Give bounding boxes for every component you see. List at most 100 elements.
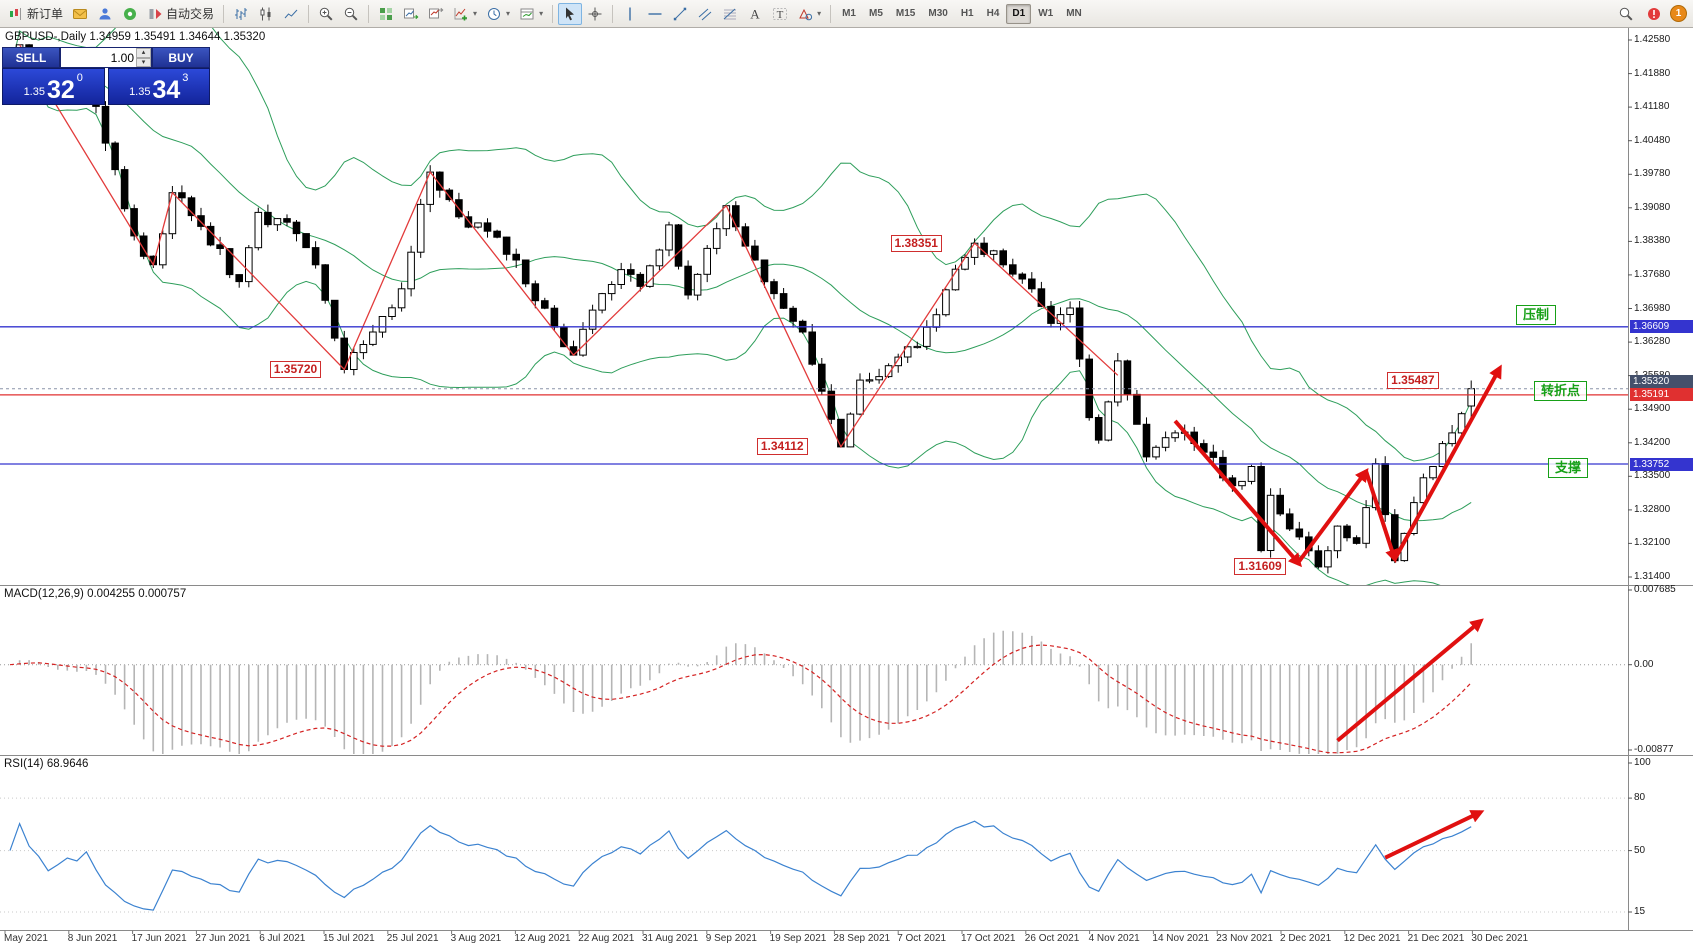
profile-button[interactable]: [93, 3, 117, 25]
mail-button[interactable]: [68, 3, 92, 25]
autotrade-icon: [149, 8, 162, 19]
mail-icon: [72, 6, 88, 22]
timeframe-M1-button[interactable]: M1: [836, 4, 862, 24]
timeframe-M5-button[interactable]: M5: [863, 4, 889, 24]
svg-text:A: A: [750, 6, 760, 21]
toolbar-separator: [368, 4, 370, 23]
timeframe-MN-button[interactable]: MN: [1060, 4, 1088, 24]
auto-scroll-icon: [403, 6, 419, 22]
vertical-line-tool-button[interactable]: [618, 3, 642, 25]
line-chart-mode-button[interactable]: [279, 3, 303, 25]
sell-price-button[interactable]: 1.35 32 0: [2, 68, 105, 105]
timeframe-H4-button[interactable]: H4: [981, 4, 1006, 24]
timeframe-H1-button[interactable]: H1: [955, 4, 980, 24]
lot-size-stepper: ▴ ▾: [60, 47, 152, 68]
zoom-in-button[interactable]: [314, 3, 338, 25]
svg-text:T: T: [777, 9, 784, 21]
line-chart-icon: [283, 6, 299, 22]
autotrade-label: 自动交易: [166, 7, 215, 21]
notification-badge[interactable]: 1: [1670, 5, 1687, 22]
sell-price-point: 0: [76, 72, 83, 84]
timeframe-M15-button[interactable]: M15: [890, 4, 921, 24]
cursor-tool-button[interactable]: [558, 2, 583, 25]
indicators-button[interactable]: ▾: [449, 3, 481, 25]
buy-button[interactable]: BUY: [152, 47, 210, 68]
crosshair-icon: [588, 7, 602, 20]
buy-price-pips: 34: [152, 76, 181, 104]
channel-icon: [697, 6, 713, 22]
shapes-tool-button[interactable]: ▾: [793, 3, 825, 25]
label-tool-button[interactable]: T: [768, 3, 792, 25]
community-icon: [124, 7, 137, 20]
new-order-icon: [10, 6, 24, 22]
chart-shift-button[interactable]: [424, 3, 448, 25]
toolbar-separator: [612, 4, 614, 23]
fibonacci-tool-button[interactable]: [718, 3, 742, 25]
ohlc-header: GBPUSD-,Daily 1.34959 1.35491 1.34644 1.…: [5, 31, 266, 43]
autotrade-button[interactable]: 自动交易: [143, 3, 218, 25]
channel-tool-button[interactable]: [693, 3, 717, 25]
lot-increase-button[interactable]: ▴: [136, 48, 151, 58]
zoom-in-icon: [318, 6, 334, 22]
toolbar-right-group: 1: [1614, 3, 1689, 25]
chart-shift-icon: [428, 6, 444, 22]
buy-price-point: 3: [182, 72, 189, 84]
zoom-out-icon: [343, 6, 359, 22]
timeframe-group: M1 M5 M15 M30 H1 H4 D1 W1 MN: [836, 3, 1088, 24]
lot-size-input[interactable]: [61, 48, 136, 67]
sell-price-pips: 32: [46, 76, 75, 104]
candlestick-mode-button[interactable]: [254, 3, 278, 25]
dropdown-caret: ▾: [506, 9, 511, 18]
alert-icon: [1648, 7, 1660, 20]
toolbar-separator: [552, 4, 554, 23]
crosshair-tool-button[interactable]: [583, 3, 607, 25]
new-order-button[interactable]: 新订单: [4, 3, 67, 25]
tile-windows-button[interactable]: [374, 3, 398, 25]
dropdown-caret: ▾: [539, 9, 544, 18]
auto-scroll-button[interactable]: [399, 3, 423, 25]
templates-button[interactable]: ▾: [515, 3, 547, 25]
buy-price-button[interactable]: 1.35 34 3: [107, 68, 210, 105]
trendline-icon: [673, 7, 687, 20]
vertical-line-icon: [622, 6, 638, 22]
new-order-label: 新订单: [27, 7, 64, 21]
alerts-button[interactable]: [1642, 3, 1666, 25]
user-icon: [99, 7, 111, 19]
toolbar-separator: [308, 4, 310, 23]
community-button[interactable]: [118, 3, 142, 25]
cursor-icon: [566, 7, 575, 20]
tile-windows-icon: [380, 7, 393, 20]
search-icon: [1618, 6, 1634, 22]
template-icon: [519, 6, 535, 22]
toolbar-separator: [223, 4, 225, 23]
timeframe-W1-button[interactable]: W1: [1032, 4, 1059, 24]
fibonacci-icon: [722, 6, 737, 22]
indicators-plus-icon: [453, 6, 468, 20]
text-icon: A: [750, 6, 760, 21]
periods-button[interactable]: ▾: [482, 3, 514, 25]
shapes-icon: [797, 6, 813, 22]
rsi-header: RSI(14) 68.9646: [4, 758, 89, 770]
buy-price-prefix: 1.35: [129, 86, 151, 98]
horizontal-line-icon: [647, 6, 663, 22]
bar-chart-icon: [233, 6, 249, 22]
zoom-out-button[interactable]: [339, 3, 363, 25]
label-icon: T: [772, 6, 788, 21]
bar-chart-mode-button[interactable]: [229, 3, 253, 25]
clock-icon: [486, 6, 502, 22]
trendline-tool-button[interactable]: [668, 3, 692, 25]
search-button[interactable]: [1614, 3, 1638, 25]
timeframe-D1-button[interactable]: D1: [1006, 3, 1032, 24]
sell-button[interactable]: SELL: [2, 47, 60, 68]
horizontal-line-tool-button[interactable]: [643, 3, 667, 25]
dropdown-caret: ▾: [817, 9, 822, 18]
toolbar: 新订单 自动交易: [0, 0, 1693, 28]
text-tool-button[interactable]: A: [743, 3, 767, 25]
sell-price-prefix: 1.35: [23, 86, 45, 98]
macd-header: MACD(12,26,9) 0.004255 0.000757: [4, 588, 187, 600]
lot-decrease-button[interactable]: ▾: [136, 57, 151, 67]
candlestick-icon: [258, 7, 271, 20]
timeframe-M30-button[interactable]: M30: [922, 4, 953, 24]
